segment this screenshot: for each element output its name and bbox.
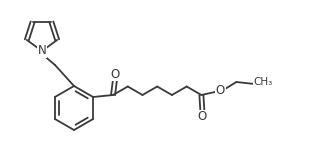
- Text: O: O: [110, 68, 120, 81]
- Text: CH₃: CH₃: [254, 77, 273, 87]
- Text: O: O: [198, 110, 207, 123]
- Text: O: O: [216, 85, 225, 98]
- Text: N: N: [38, 45, 46, 58]
